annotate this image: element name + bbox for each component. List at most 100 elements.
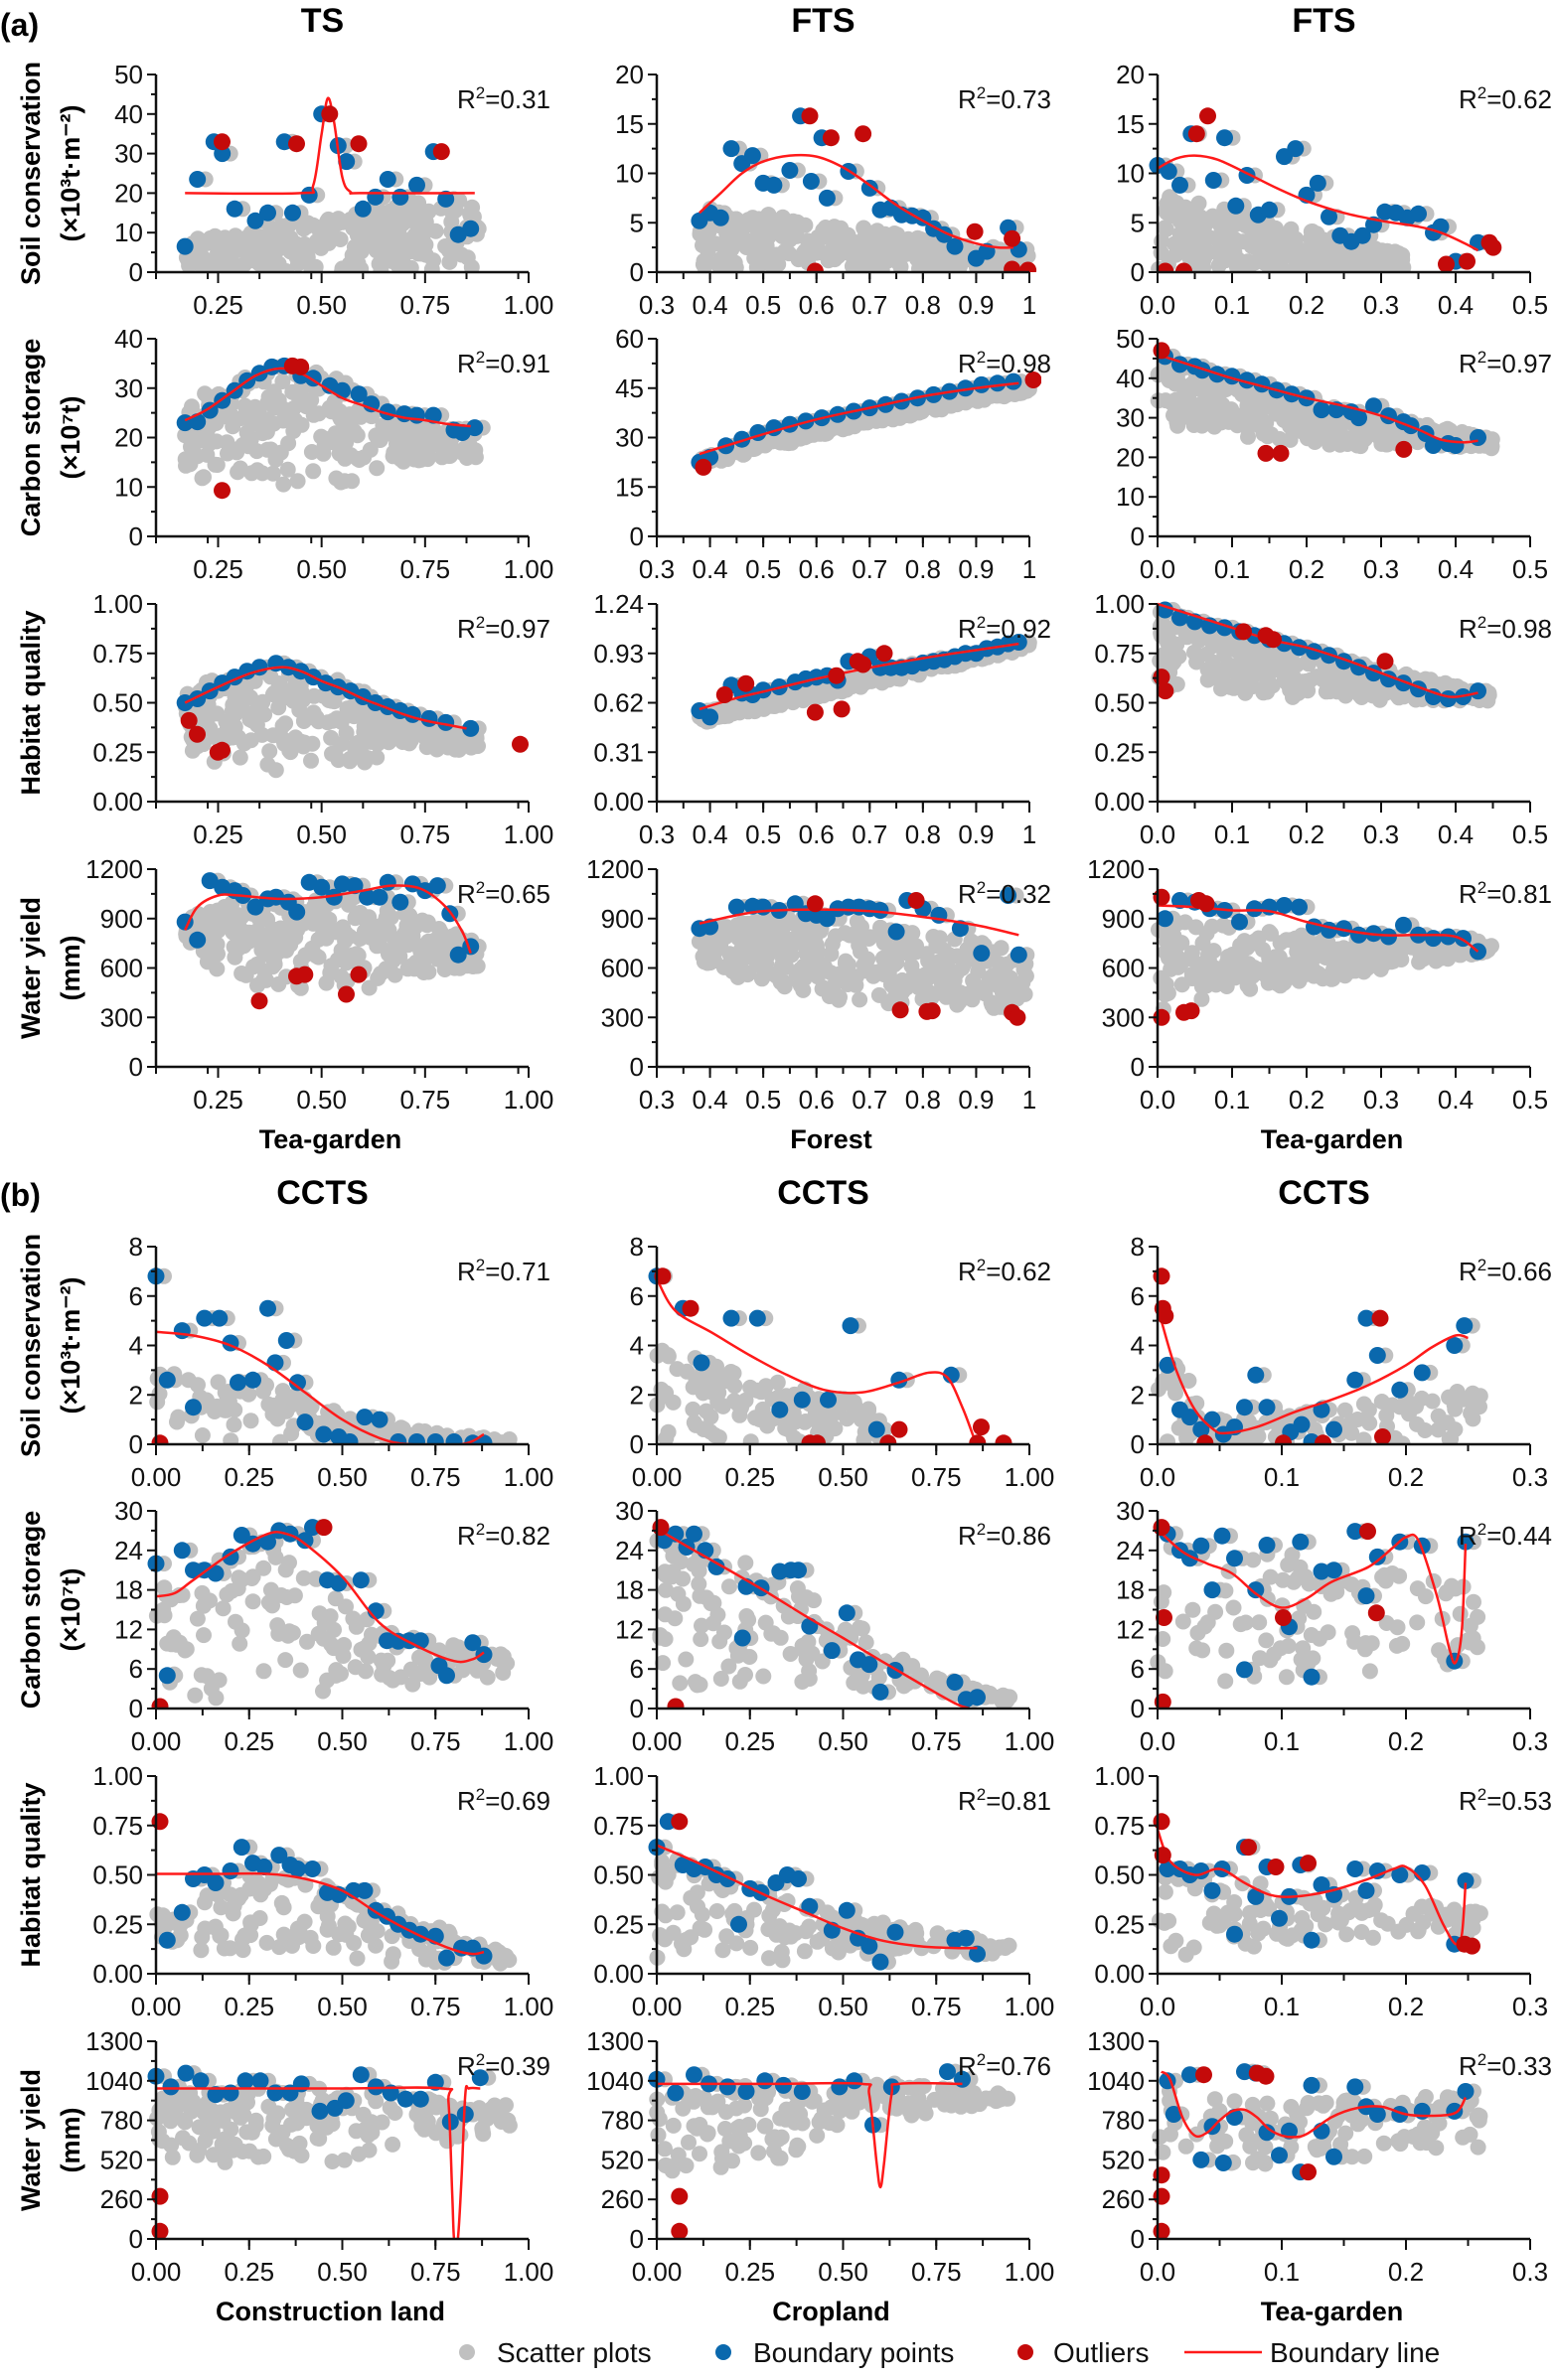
scatter-point — [249, 977, 265, 993]
boundary-point — [1410, 205, 1427, 223]
y-tick-label: 600 — [601, 954, 644, 983]
scatter-point — [862, 242, 879, 259]
outlier-point — [833, 700, 851, 718]
scatter-point — [411, 205, 428, 222]
scatter-point — [372, 432, 389, 448]
x-tick-label: 0.25 — [193, 819, 243, 849]
scatter-point — [387, 967, 403, 983]
scatter-point — [296, 734, 313, 751]
r-squared-label: R2=0.97 — [457, 613, 550, 644]
boundary-point — [371, 888, 389, 906]
y-tick-label: 30 — [1116, 403, 1145, 433]
x-tick-label: 0.4 — [692, 1085, 727, 1115]
boundary-point — [1193, 362, 1211, 379]
outlier-point — [189, 725, 206, 743]
scatter-point — [977, 985, 994, 1002]
x-tick-label: 0.3 — [639, 290, 675, 320]
scatter-point — [319, 714, 336, 731]
scatter-point — [1206, 971, 1222, 988]
boundary-point — [1287, 140, 1305, 158]
panel-a-hq-fts2: 0.000.250.500.751.000.0 0.1 0.2 0.3 0.4 0.5R2… — [1094, 589, 1552, 849]
scatter-point — [391, 948, 408, 965]
scatter-point — [964, 991, 981, 1008]
x-tick-label: 0.75 — [400, 290, 451, 320]
scatter-point — [697, 258, 712, 272]
r-squared-label: R2=0.98 — [958, 348, 1051, 378]
column-title: FTS — [1292, 2, 1355, 40]
scatter-point — [1243, 237, 1260, 254]
y-tick-label: 5 — [1131, 208, 1145, 237]
boundary-point — [196, 1309, 214, 1327]
y-axis-title: Carbon storage — [16, 339, 46, 537]
boundary-point — [860, 179, 878, 197]
scatter-point — [436, 962, 453, 977]
scatter-point — [774, 209, 791, 225]
scatter-point — [270, 975, 287, 992]
scatter-cloud — [149, 1267, 518, 1444]
scatter-point — [901, 231, 918, 248]
boundary-line — [1157, 154, 1479, 252]
boundary-point — [1313, 401, 1330, 419]
boundary-point — [1321, 208, 1337, 225]
outlier-point — [737, 674, 755, 692]
boundary-point — [176, 237, 194, 255]
outlier-point — [292, 358, 310, 375]
boundary-point — [173, 1322, 191, 1340]
scatter-point — [920, 953, 937, 969]
y-tick-label: 30 — [615, 423, 644, 453]
outlier-point — [1187, 125, 1205, 143]
x-tick-label: 0.9 — [958, 554, 994, 584]
scatter-point — [809, 683, 826, 700]
scatter-cloud — [1151, 125, 1494, 272]
scatter-point — [792, 975, 809, 992]
scatter-point — [467, 448, 484, 465]
scatter-point — [1367, 240, 1383, 257]
outlier-point — [1235, 623, 1252, 641]
scatter-point — [1321, 682, 1337, 699]
y-tick-label: 1.00 — [1094, 589, 1145, 619]
y-axis-title: (×10⁷t) — [56, 396, 85, 480]
scatter-point — [929, 938, 946, 955]
scatter-point — [277, 715, 294, 732]
scatter-point — [298, 398, 315, 415]
scatter-point — [177, 427, 194, 444]
scatter-point — [371, 255, 388, 272]
scatter-point — [1177, 625, 1194, 642]
scatter-point — [266, 684, 282, 701]
scatter-point — [773, 958, 790, 974]
x-tick-label: 0.3 — [639, 1085, 675, 1115]
scatter-point — [295, 713, 312, 729]
r-squared-label: R2=0.91 — [457, 348, 550, 378]
boundary-point — [259, 1299, 276, 1317]
y-axis-title: Soil conservation — [16, 62, 46, 285]
scatter-point — [1288, 254, 1305, 271]
boundary-line — [1157, 602, 1478, 698]
scatter-point — [274, 373, 291, 389]
scatter-point — [917, 967, 934, 983]
y-tick-label: 0.25 — [92, 737, 143, 767]
x-tick-label: 1.00 — [504, 554, 554, 584]
scatter-point — [744, 950, 761, 967]
scatter-point — [1356, 430, 1373, 447]
scatter-point — [274, 1383, 291, 1400]
x-tick-label: 0.50 — [296, 819, 347, 849]
scatter-point — [1271, 949, 1288, 966]
plot-area — [691, 372, 1041, 476]
y-tick-label: 20 — [114, 178, 143, 208]
scatter-point — [1291, 972, 1308, 989]
scatter-point — [344, 473, 361, 490]
x-tick-label: 1.00 — [504, 1085, 554, 1115]
scatter-point — [1272, 431, 1288, 447]
outlier-point — [1157, 262, 1174, 272]
scatter-point — [768, 246, 785, 263]
scatter-point — [1158, 392, 1174, 409]
scatter-point — [1193, 990, 1210, 1007]
outlier-point — [1153, 888, 1170, 906]
boundary-point — [211, 1309, 229, 1327]
x-tick-label: 0.3 — [639, 819, 675, 849]
scatter-point — [1205, 634, 1222, 651]
x-tick-label: 0.75 — [400, 554, 451, 584]
scatter-point — [217, 1384, 233, 1401]
boundary-point — [781, 162, 799, 179]
